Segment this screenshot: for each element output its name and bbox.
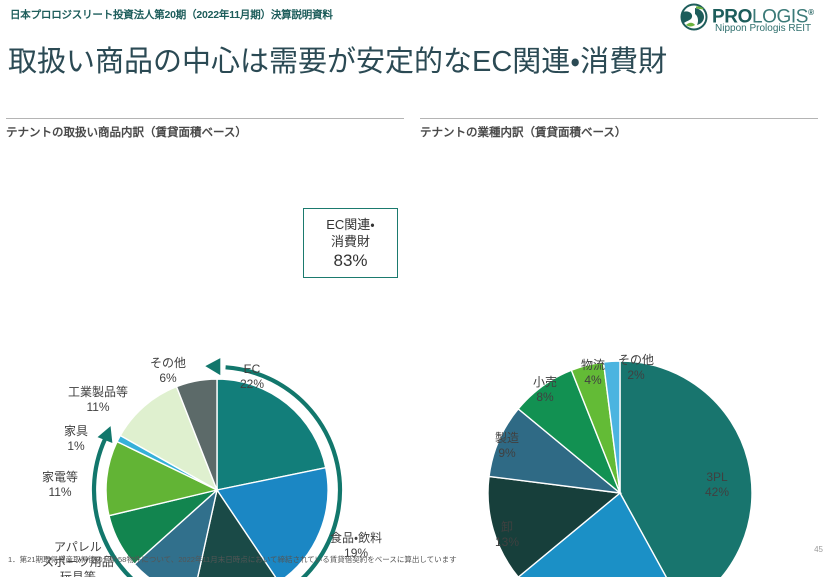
pie-slice	[216, 378, 327, 491]
ring-arrow-head-top	[205, 358, 221, 376]
ring-arrow-head-bottom	[97, 426, 113, 444]
label-kaden: 家電等 11%	[42, 470, 79, 499]
label-ec: EC 22%	[240, 362, 265, 391]
industries-pie-svg	[487, 360, 753, 577]
label-kagu: 家具 1%	[64, 424, 89, 453]
label-butsuryu: 物流 4%	[581, 358, 606, 387]
footnote: 1．第21期取得資産取得後の合計58物件について、2022年11月末日時点におい…	[8, 555, 457, 564]
section-divider	[6, 118, 404, 119]
label-kouri: 小売 8%	[533, 375, 558, 404]
section-divider	[420, 118, 818, 119]
prologis-logo: PROLOGIS® Nippon Prologis REIT	[679, 2, 827, 36]
prologis-globe-icon	[680, 3, 708, 31]
logo-wordmark: PROLOGIS®	[712, 3, 814, 26]
label-3pl: 3PL 42%	[705, 470, 730, 499]
section-left-caption: テナントの取扱い商品内訳（賃貸面積ベース）	[6, 127, 247, 139]
products-pie-chart: その他 6% EC 22% 工業製品等 11% 家具 1% 家電等 11% アパ…	[0, 150, 415, 577]
label-shokuhin-inryo: 食品・飲料 19%	[330, 531, 383, 560]
pie-slice	[119, 385, 219, 492]
callout-line1: EC関連・	[326, 216, 375, 232]
label-oroshi: 卸 13%	[495, 520, 520, 549]
label-sonota-right: その他 2%	[618, 353, 655, 382]
products-pie-slices	[105, 378, 329, 577]
page-headline: 取扱い商品の中心は需要が安定的なEC関連・消費財	[8, 46, 668, 78]
document-title: 日本プロロジスリート投資法人第20期（2022年11月期）決算説明資料	[10, 9, 333, 21]
logo-subtitle: Nippon Prologis REIT	[715, 23, 812, 34]
pie-slice	[215, 466, 329, 577]
pie-slice	[105, 440, 220, 517]
ec-consumer-highlight-ring	[91, 365, 343, 577]
pie-slice	[175, 378, 218, 491]
pie-slice	[197, 488, 277, 577]
pie-slice	[602, 360, 621, 494]
callout-value: 83%	[333, 250, 368, 270]
page-number: 45	[814, 545, 823, 554]
pie-slice	[619, 360, 753, 577]
label-apparel: アパレル スポーツ用品 玩具等 8%	[42, 540, 114, 577]
industries-pie-chart: 小売 8% 物流 4% その他 2% 製造 9% 卸 13% EC 22% 3P…	[415, 150, 835, 577]
logo-word-bold: PRO	[712, 6, 752, 28]
industries-pie-slices	[487, 360, 753, 577]
label-kogyo-seihin: 工業製品等 11%	[68, 385, 129, 414]
label-sonota: その他 6%	[150, 356, 187, 385]
pie-slice	[487, 475, 622, 577]
products-pie-svg	[91, 358, 343, 577]
logo-word-light: LOGIS	[751, 6, 809, 28]
callout-line2: 消費財	[330, 233, 370, 249]
logo-registered-mark: ®	[808, 8, 814, 17]
section-left-header: テナントの取扱い商品内訳（賃貸面積ベース）	[6, 118, 404, 140]
ec-consumer-callout: EC関連・ 消費財 83%	[303, 208, 398, 278]
pie-slice	[517, 491, 667, 577]
section-right-caption: テナントの業種内訳（賃貸面積ベース）	[420, 127, 627, 139]
section-right-header: テナントの業種内訳（賃貸面積ベース）	[420, 118, 818, 140]
label-seizo: 製造 9%	[495, 431, 520, 460]
